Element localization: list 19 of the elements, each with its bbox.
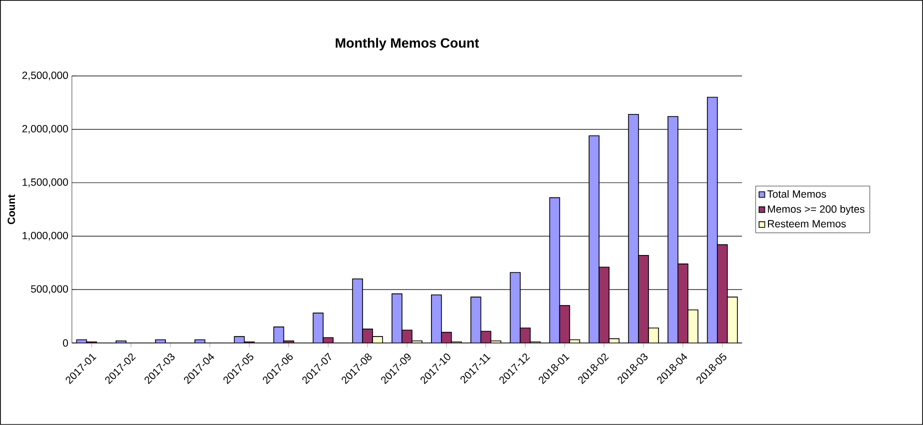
y-tick-label: 500,000	[31, 285, 68, 294]
legend-label: Total Memos	[767, 190, 826, 198]
bar	[549, 197, 560, 344]
bar	[706, 96, 718, 344]
y-tick-label: 2,000,000	[22, 125, 68, 134]
y-axis-title: Count	[8, 194, 16, 224]
bar	[588, 135, 600, 344]
bar	[510, 272, 521, 344]
y-tick-label: 0	[62, 339, 68, 347]
y-tick-label: 1,500,000	[22, 178, 68, 188]
legend-label: Memos >= 200 bytes	[768, 205, 864, 215]
y-tick-label: 2,500,000	[22, 72, 68, 80]
legend-label: Resteem Memos	[768, 220, 846, 228]
bar	[312, 312, 324, 344]
chart-title: Monthly Memos Count	[336, 38, 479, 50]
bar	[628, 114, 639, 344]
y-tick-label: 1,000,000	[22, 232, 68, 241]
bar	[470, 296, 482, 344]
bar	[668, 116, 678, 344]
